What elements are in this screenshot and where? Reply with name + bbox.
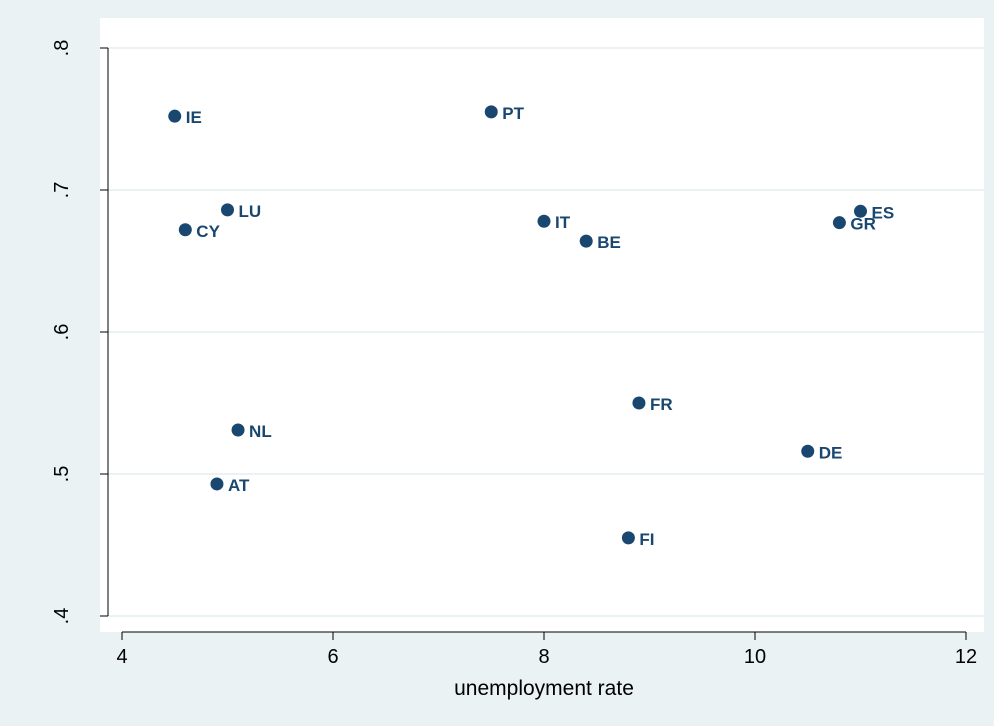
point-label-de: DE bbox=[819, 443, 843, 462]
point-label-ie: IE bbox=[186, 108, 202, 127]
x-tick-label-2: 8 bbox=[538, 646, 549, 668]
point-label-be: BE bbox=[597, 233, 621, 252]
point-label-cy: CY bbox=[196, 222, 220, 241]
x-axis-title: unemployment rate bbox=[454, 677, 634, 700]
x-tick-label-3: 10 bbox=[744, 646, 766, 668]
point-label-fr: FR bbox=[650, 395, 673, 414]
x-tick-label-0: 4 bbox=[116, 646, 127, 668]
point-be bbox=[579, 234, 593, 248]
point-label-gr: GR bbox=[850, 215, 876, 234]
y-tick-label-4: .8 bbox=[51, 40, 73, 57]
point-ie bbox=[168, 109, 182, 123]
point-cy bbox=[178, 223, 192, 237]
point-label-lu: LU bbox=[239, 202, 262, 221]
point-es bbox=[854, 204, 867, 218]
x-axis-ticks: 4 6 8 10 12 bbox=[116, 632, 977, 668]
point-label-es: ES bbox=[872, 203, 895, 222]
point-at bbox=[210, 477, 224, 491]
point-label-it: IT bbox=[555, 213, 571, 232]
y-tick-label-0: .4 bbox=[51, 608, 73, 625]
point-lu bbox=[221, 203, 234, 217]
point-de bbox=[801, 444, 815, 458]
point-fr bbox=[632, 396, 646, 410]
x-tick-label-4: 12 bbox=[955, 646, 977, 668]
point-it bbox=[537, 214, 551, 228]
point-fi bbox=[621, 531, 635, 545]
y-tick-label-3: .7 bbox=[51, 182, 73, 199]
y-tick-label-1: .5 bbox=[51, 466, 73, 483]
point-label-pt: PT bbox=[502, 104, 524, 123]
plot-area bbox=[100, 18, 984, 632]
y-axis-ticks: .4 .5 .6 .7 .8 bbox=[51, 40, 108, 625]
x-tick-label-1: 6 bbox=[327, 646, 338, 668]
y-tick-label-2: .6 bbox=[51, 324, 73, 341]
point-label-at: AT bbox=[228, 476, 250, 495]
point-label-fi: FI bbox=[639, 530, 654, 549]
point-gr bbox=[832, 216, 846, 230]
point-label-nl: NL bbox=[249, 422, 272, 441]
point-pt bbox=[484, 105, 498, 119]
gridlines bbox=[108, 47, 984, 617]
point-nl bbox=[231, 423, 245, 437]
